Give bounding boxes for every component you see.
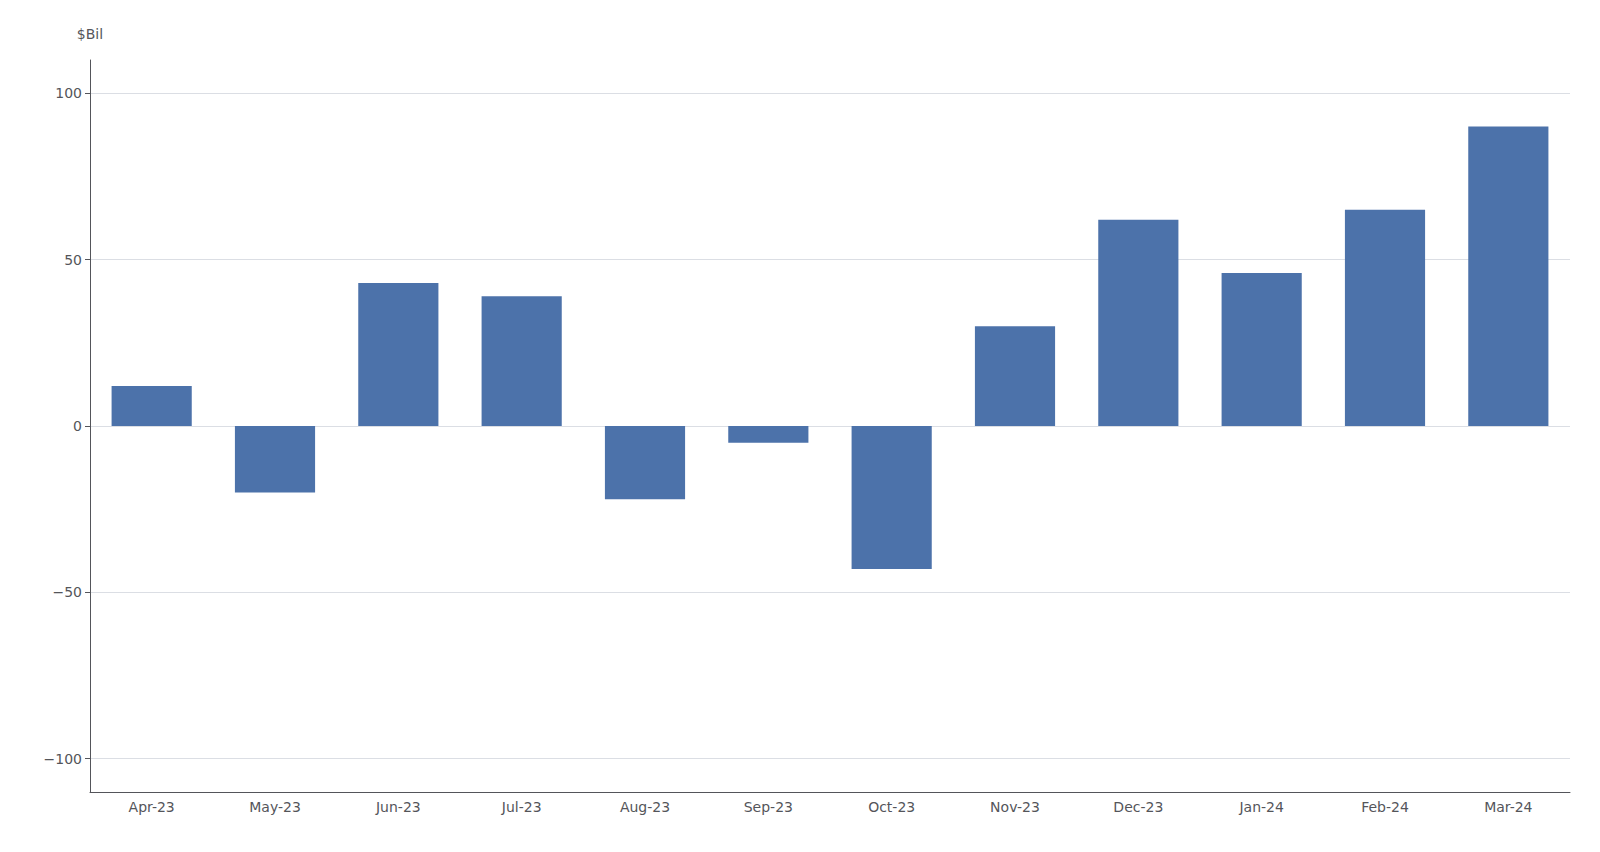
svg-text:Jul-23: Jul-23 [501,799,542,815]
svg-text:−50: −50 [52,584,82,600]
svg-text:50: 50 [64,252,82,268]
svg-text:Apr-23: Apr-23 [129,799,175,815]
svg-text:Jan-24: Jan-24 [1238,799,1284,815]
svg-text:100: 100 [55,85,82,101]
svg-text:$Bil: $Bil [77,26,103,42]
svg-text:−100: −100 [44,751,82,767]
svg-text:Aug-23: Aug-23 [620,799,670,815]
svg-text:Sep-23: Sep-23 [744,799,793,815]
svg-text:Feb-24: Feb-24 [1361,799,1409,815]
svg-text:0: 0 [73,418,82,434]
svg-text:Dec-23: Dec-23 [1113,799,1163,815]
svg-text:Mar-24: Mar-24 [1484,799,1532,815]
svg-text:Jun-23: Jun-23 [375,799,421,815]
svg-text:May-23: May-23 [249,799,301,815]
svg-text:Nov-23: Nov-23 [990,799,1040,815]
svg-text:Oct-23: Oct-23 [868,799,915,815]
